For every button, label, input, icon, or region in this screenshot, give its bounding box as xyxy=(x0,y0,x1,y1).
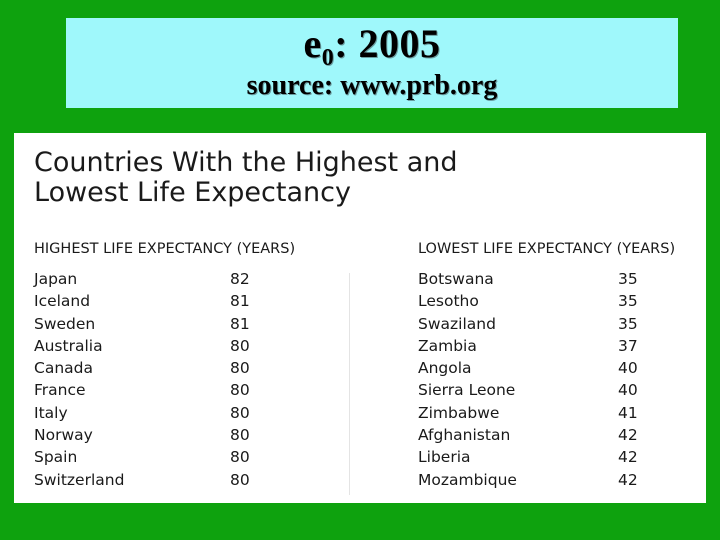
country-name: Sierra Leone xyxy=(418,381,516,400)
life-expectancy-value: 41 xyxy=(618,403,638,422)
country-name: Angola xyxy=(418,359,472,378)
lowest-column-header: LOWEST LIFE EXPECTANCY (YEARS) xyxy=(418,241,676,257)
lowest-row: Angola 40 xyxy=(418,357,668,379)
slide-title: e0: 2005 xyxy=(66,20,678,72)
lowest-row: Sierra Leone 40 xyxy=(418,379,668,401)
life-expectancy-value: 40 xyxy=(618,381,638,400)
country-name: Liberia xyxy=(418,448,471,467)
life-expectancy-value: 80 xyxy=(230,403,250,422)
country-name: Swaziland xyxy=(418,314,496,333)
life-expectancy-value: 42 xyxy=(618,426,638,445)
lowest-row: Lesotho 35 xyxy=(418,290,668,312)
life-expectancy-value: 81 xyxy=(230,314,250,333)
life-expectancy-value: 81 xyxy=(230,292,250,311)
life-expectancy-value: 35 xyxy=(618,314,638,333)
country-name: Italy xyxy=(34,403,68,422)
highest-column-header: HIGHEST LIFE EXPECTANCY (YEARS) xyxy=(34,241,296,257)
lowest-row: Liberia 42 xyxy=(418,446,668,468)
slide-title-box: e0: 2005 source: www.prb.org xyxy=(66,18,678,108)
life-expectancy-value: 42 xyxy=(618,470,638,489)
lowest-row: Zambia 37 xyxy=(418,335,668,357)
country-name: Sweden xyxy=(34,314,96,333)
highest-row: France 80 xyxy=(34,379,284,401)
country-name: Mozambique xyxy=(418,470,517,489)
life-expectancy-value: 37 xyxy=(618,336,638,355)
life-expectancy-value: 82 xyxy=(230,270,250,288)
highest-row: Norway 80 xyxy=(34,424,284,446)
lowest-row: Swaziland 35 xyxy=(418,313,668,335)
lowest-row: Botswana 35 xyxy=(418,268,668,290)
country-name: Australia xyxy=(34,336,103,355)
life-expectancy-value: 80 xyxy=(230,381,250,400)
highest-row: Sweden 81 xyxy=(34,313,284,335)
title-year: : 2005 xyxy=(334,21,441,66)
country-name: Spain xyxy=(34,448,78,467)
highest-row: Spain 80 xyxy=(34,446,284,468)
lowest-row: Zimbabwe 41 xyxy=(418,402,668,424)
country-name: Norway xyxy=(34,426,93,445)
column-divider xyxy=(349,273,350,495)
title-symbol: e xyxy=(303,21,322,66)
life-expectancy-value: 80 xyxy=(230,426,250,445)
country-name: Zimbabwe xyxy=(418,403,500,422)
country-name: Japan xyxy=(34,270,78,288)
life-expectancy-value: 35 xyxy=(618,270,638,288)
highest-row: Iceland 81 xyxy=(34,290,284,312)
highest-row: Italy 80 xyxy=(34,402,284,424)
country-name: Canada xyxy=(34,359,93,378)
country-name: Lesotho xyxy=(418,292,479,311)
panel-title-line2: Lowest Life Expectancy xyxy=(34,177,351,208)
lowest-row: Mozambique 42 xyxy=(418,469,668,491)
life-expectancy-value: 42 xyxy=(618,448,638,467)
life-expectancy-value: 80 xyxy=(230,359,250,378)
highest-list: Japan 82 Iceland 81 Sweden 81 Australia 80 Canad… xyxy=(34,268,284,491)
country-name: Switzerland xyxy=(34,470,125,489)
title-subscript: 0 xyxy=(321,45,335,71)
highest-row: Japan 82 xyxy=(34,268,284,290)
lowest-row: Afghanistan 42 xyxy=(418,424,668,446)
highest-row: Australia 80 xyxy=(34,335,284,357)
panel-title-line1: Countries With the Highest and xyxy=(34,147,458,178)
life-expectancy-value: 35 xyxy=(618,292,638,311)
life-expectancy-value: 80 xyxy=(230,448,250,467)
country-name: Botswana xyxy=(418,270,494,288)
country-name: Iceland xyxy=(34,292,91,311)
highest-row: Switzerland 80 xyxy=(34,469,284,491)
life-expectancy-value: 80 xyxy=(230,336,250,355)
country-name: Zambia xyxy=(418,336,477,355)
slide-source: source: www.prb.org xyxy=(246,70,498,101)
highest-row: Canada 80 xyxy=(34,357,284,379)
country-name: Afghanistan xyxy=(418,426,511,445)
life-expectancy-panel: Countries With the Highest and Lowest Li… xyxy=(14,133,706,503)
lowest-list: Botswana 35 Lesotho 35 Swaziland 35 Zambia 37 An… xyxy=(418,268,668,491)
life-expectancy-value: 40 xyxy=(618,359,638,378)
life-expectancy-value: 80 xyxy=(230,470,250,489)
country-name: France xyxy=(34,381,86,400)
panel-title: Countries With the Highest and Lowest Li… xyxy=(34,148,458,208)
